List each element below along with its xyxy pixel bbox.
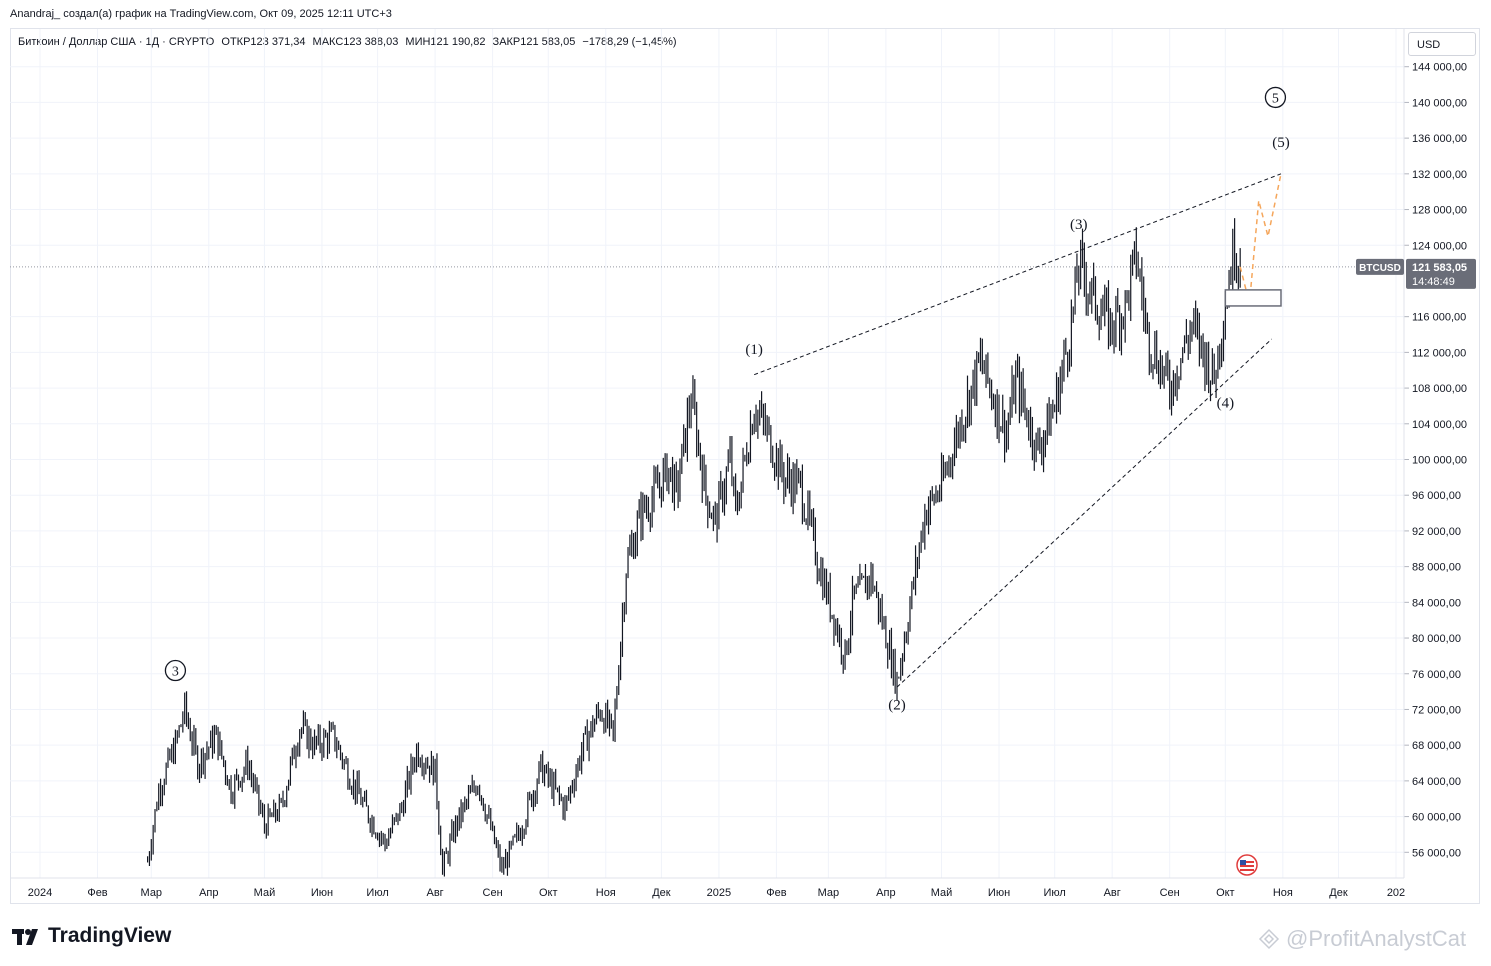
x-tick-label: Окт (1216, 887, 1235, 899)
symbol-tag: BTCUSD (1359, 263, 1401, 274)
chart-frame (10, 28, 1480, 904)
y-tick-label: 124 000,00 (1412, 240, 1467, 252)
y-tick-label: 104 000,00 (1412, 419, 1467, 431)
x-tick-label: 202 (1387, 887, 1405, 899)
x-tick-label: 2024 (28, 887, 52, 899)
y-tick-label: 112 000,00 (1412, 347, 1466, 359)
legend-symbol: Биткоин / Доллар США · 1Д · CRYPTO (18, 36, 215, 48)
x-tick-label: Сен (1160, 887, 1180, 899)
y-tick-label: 80 000,00 (1412, 633, 1461, 645)
y-tick-label: 100 000,00 (1412, 455, 1467, 467)
legend-open: ОТКР123 371,34 (221, 36, 306, 48)
x-tick-label: 2025 (707, 887, 731, 899)
projection-path[interactable] (1239, 173, 1282, 304)
x-tick-label: Июл (366, 887, 388, 899)
x-tick-label: Апр (199, 887, 218, 899)
x-tick-label: Дек (652, 887, 671, 899)
symbol-tag-bg (1356, 258, 1404, 275)
wave-label-circle (1264, 86, 1287, 109)
tradingview-logo[interactable]: TradingView (12, 924, 171, 948)
currency-selector[interactable]: USD (1408, 32, 1476, 56)
chart-attribution: Anandraj_ создал(а) график на TradingVie… (10, 8, 392, 20)
watermark: @ProfitAnalystCat (1258, 926, 1466, 952)
x-tick-label: Июн (988, 887, 1010, 899)
y-tick-label: 84 000,00 (1412, 597, 1461, 609)
wave-label: 3 (172, 665, 179, 680)
wave-label: (3) (1070, 217, 1088, 233)
us-flag-icon[interactable] (1236, 854, 1258, 876)
x-tick-label: Дек (1329, 887, 1348, 899)
x-tick-label: Окт (539, 887, 558, 899)
x-tick-label: Мар (818, 887, 840, 899)
wave-label: (1) (745, 342, 763, 358)
y-tick-label: 132 000,00 (1412, 169, 1467, 181)
x-tick-label: Авг (1104, 887, 1121, 899)
watermark-text: @ProfitAnalystCat (1286, 926, 1467, 951)
tradingview-logo-text: TradingView (48, 924, 172, 947)
y-tick-label: 56 000,00 (1412, 847, 1461, 859)
wave-label: (4) (1217, 396, 1235, 412)
watermark-icon (1258, 928, 1280, 950)
x-tick-label: Фев (766, 887, 786, 899)
target-zone-box[interactable] (1224, 289, 1282, 307)
y-tick-label: 116 000,00 (1412, 312, 1466, 324)
tradingview-logo-icon (12, 929, 38, 945)
x-tick-label: Мар (141, 887, 163, 899)
y-tick-label: 128 000,00 (1412, 205, 1467, 217)
y-tick-label: 68 000,00 (1412, 740, 1461, 752)
x-tick-label: Июл (1044, 887, 1066, 899)
y-tick-label: 76 000,00 (1412, 669, 1461, 681)
wedge-trendline[interactable] (896, 338, 1273, 688)
price-tag-value: 121 583,05 (1412, 262, 1467, 274)
price-tag-bg (1406, 258, 1476, 289)
x-tick-label: Апр (876, 887, 895, 899)
x-tick-label: Май (931, 887, 953, 899)
y-tick-label: 60 000,00 (1412, 812, 1461, 824)
wave-label: 5 (1272, 91, 1279, 106)
y-tick-label: 96 000,00 (1412, 490, 1461, 502)
x-tick-label: Июн (311, 887, 333, 899)
legend-high: МАКС123 388,03 (312, 36, 399, 48)
wave-label: (2) (888, 697, 906, 713)
wedge-trendline[interactable] (753, 173, 1282, 376)
y-tick-label: 108 000,00 (1412, 383, 1467, 395)
y-tick-label: 92 000,00 (1412, 526, 1461, 538)
x-tick-label: Ноя (596, 887, 616, 899)
wave-label-circle (164, 659, 187, 682)
x-tick-label: Фев (87, 887, 107, 899)
y-tick-label: 64 000,00 (1412, 776, 1461, 788)
x-tick-label: Сен (483, 887, 503, 899)
x-tick-label: Авг (427, 887, 444, 899)
y-tick-label: 88 000,00 (1412, 562, 1461, 574)
y-tick-label: 72 000,00 (1412, 704, 1461, 716)
x-tick-label: Май (254, 887, 276, 899)
y-tick-label: 144 000,00 (1412, 62, 1467, 74)
legend-low: МИН121 190,82 (405, 36, 486, 48)
price-tag-countdown: 14:48:49 (1412, 276, 1455, 288)
wave-label: (5) (1272, 135, 1290, 151)
y-tick-label: 136 000,00 (1412, 133, 1467, 145)
x-tick-label: Ноя (1273, 887, 1293, 899)
y-tick-label: 140 000,00 (1412, 97, 1467, 109)
legend-close: ЗАКР121 583,05 (492, 36, 576, 48)
